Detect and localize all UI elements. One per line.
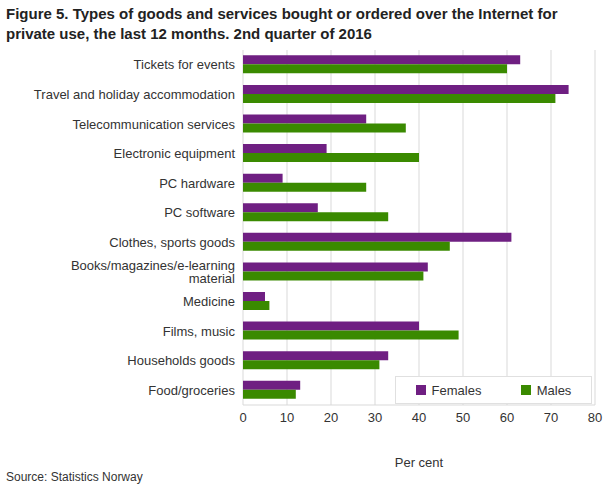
svg-text:PC software: PC software (164, 205, 235, 220)
svg-text:Tickets for events: Tickets for events (134, 57, 236, 72)
svg-text:PC hardware: PC hardware (159, 176, 235, 191)
svg-text:80: 80 (588, 410, 602, 425)
svg-text:10: 10 (280, 410, 294, 425)
svg-text:Films, music: Films, music (163, 324, 236, 339)
svg-text:Medicine: Medicine (183, 294, 235, 309)
svg-text:Food/groceries: Food/groceries (148, 383, 235, 398)
svg-text:Clothes, sports goods: Clothes, sports goods (109, 235, 235, 250)
svg-text:Electronic equipment: Electronic equipment (114, 146, 236, 161)
svg-text:0: 0 (239, 410, 246, 425)
svg-text:50: 50 (456, 410, 470, 425)
svg-text:Households goods: Households goods (127, 353, 235, 368)
html-text:Males: Males (536, 382, 572, 398)
html-text:Source: Statistics Norway: Source: Statistics Norway (6, 470, 143, 484)
svg-text:60: 60 (500, 410, 514, 425)
svg-text:Per cent: Per cent (395, 455, 444, 470)
svg-text:20: 20 (324, 410, 338, 425)
svg-text:Books/magazines/e-learningmate: Books/magazines/e-learningmaterial (71, 258, 235, 286)
svg-text:Telecommunication services: Telecommunication services (72, 117, 235, 132)
svg-text:Travel and holiday accommodati: Travel and holiday accommodation (34, 87, 235, 102)
html-text:Females: Females (431, 382, 482, 398)
svg-text:30: 30 (368, 410, 382, 425)
html-text:Figure 5. Types of goods and s: Figure 5. Types of goods and services bo… (6, 5, 558, 42)
svg-text:40: 40 (412, 410, 426, 425)
svg-text:70: 70 (544, 410, 558, 425)
